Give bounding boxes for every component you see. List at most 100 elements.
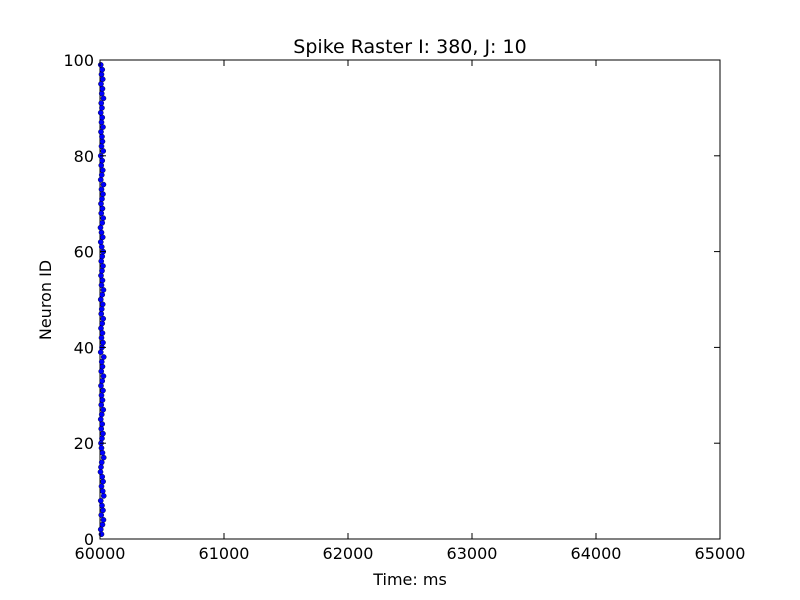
spike-point [98,90,105,97]
spike-point [98,306,105,312]
x-tick-label: 61000 [199,544,250,563]
spike-point [97,176,104,183]
spike-point [98,100,105,106]
spike-point [99,473,106,480]
spike-point [99,291,106,298]
spike-point [97,296,104,303]
y-tick-label: 40 [74,338,94,357]
spike-point [100,493,107,499]
y-tick-label: 0 [84,530,94,549]
spike-point [99,320,106,327]
spike-point [100,339,106,346]
spike-point [97,349,104,355]
spike-point [98,392,105,399]
spike-point [99,66,106,73]
y-tick-label: 20 [74,434,94,453]
spike-point [98,426,105,432]
spike-point [98,162,105,169]
spike-point [100,507,106,514]
spike-point [97,416,104,423]
spike-point [100,478,106,485]
spike-point [99,133,105,140]
y-tick-label: 80 [74,147,94,166]
spike-point [100,215,107,221]
plot-area [99,59,721,540]
spike-point [100,454,107,461]
spike-point [98,464,104,470]
spike-point [99,105,105,111]
spike-point [97,239,104,245]
y-axis-label: Neuron ID [36,260,55,340]
spike-point [100,148,107,154]
y-axis-ticks: 0 20 40 60 80 100 [63,51,720,549]
spike-point [100,263,106,269]
spike-point [98,244,105,250]
spike-point [99,138,106,145]
spike-point [98,129,104,135]
spike-point [98,335,105,341]
spike-point [99,449,106,456]
spike-point [99,157,106,164]
spike-point [99,330,106,336]
spike-point [100,430,106,437]
spike-point [98,402,105,408]
spike-point [100,124,106,130]
spike-point [97,61,104,68]
spike-point [98,172,105,178]
spike-point [97,526,104,533]
spike-point [98,71,105,78]
chart-title: Spike Raster I: 380, J: 10 [293,36,526,58]
spike-point [98,186,105,193]
spike-point [98,459,105,466]
spike-point [98,483,105,490]
spike-points-layer [97,61,107,538]
spike-point [98,258,105,264]
spike-point [99,85,106,92]
spike-point [99,421,106,427]
spike-point [97,224,104,231]
spike-point [100,287,107,293]
spike-point [98,311,105,317]
spike-point [99,196,105,202]
spike-point [100,517,107,523]
spike-point [99,267,105,274]
y-tick-label: 100 [63,51,94,70]
spike-point [99,205,106,212]
spike-point [99,76,106,82]
spike-point [98,119,105,126]
x-axis-label: Time: ms [372,570,447,589]
spike-point [99,277,106,284]
spike-point [98,445,105,451]
spike-point [98,325,104,332]
spike-point [98,282,105,288]
x-tick-label: 60000 [75,544,126,563]
spike-point [99,397,106,403]
x-tick-label: 64000 [571,544,622,563]
spike-point [99,234,106,241]
spike-point [98,512,105,518]
spike-point [98,382,104,389]
spike-point [100,181,107,188]
spike-point [99,435,105,442]
spike-point [98,200,104,207]
spike-point [99,301,106,308]
spike-point [98,229,105,236]
spike-point [99,363,106,370]
spike-point [98,411,105,418]
spike-point [100,191,106,197]
spike-point [100,354,107,360]
spike-point [97,469,104,475]
spike-point [98,81,104,87]
x-tick-label: 62000 [323,544,374,563]
spike-point [98,272,104,279]
spike-point [99,488,106,494]
spike-point [97,109,104,116]
spike-point [97,497,104,504]
spike-point [100,95,107,102]
spike-point [100,387,106,394]
spike-point [99,378,106,384]
x-axis-ticks: 60000 61000 62000 63000 64000 65000 [75,60,745,563]
y-tick-label: 60 [74,243,94,262]
spike-point [100,406,107,413]
